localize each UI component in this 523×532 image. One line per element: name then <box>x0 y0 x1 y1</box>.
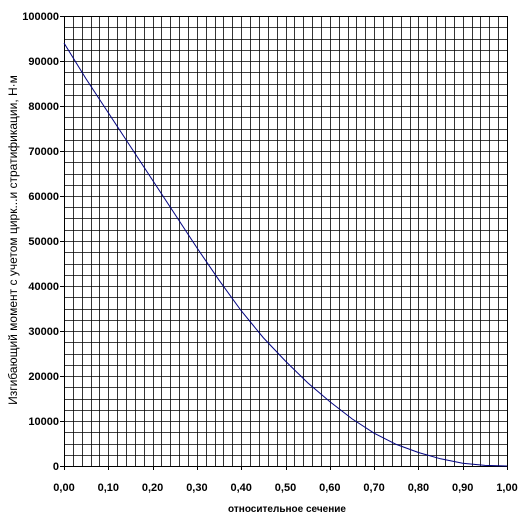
y-tick-label: 90000 <box>28 56 59 68</box>
x-tick-label: 0,30 <box>186 482 207 494</box>
x-tick-label: 0,60 <box>319 482 340 494</box>
y-tick-label: 0 <box>53 461 59 473</box>
y-tick-label: 100000 <box>22 11 59 23</box>
x-tick-labels: 0,00 0,10 0,20 0,30 0,40 0,50 0,60 0,70 0,80 0,90… <box>53 482 517 494</box>
x-tick-label: 0,00 <box>53 482 74 494</box>
y-tick-label: 50000 <box>28 236 59 248</box>
x-tick-label: 0,40 <box>230 482 251 494</box>
y-tick-label: 40000 <box>28 281 59 293</box>
x-tick-label: 0,90 <box>452 482 473 494</box>
grid <box>64 16 508 467</box>
x-tick-label: 0,20 <box>142 482 163 494</box>
y-tick-label: 70000 <box>28 146 59 158</box>
x-tick-label: 0,10 <box>98 482 119 494</box>
y-tick-labels: 0 10000 20000 30000 40000 50000 60000 70000 8000… <box>22 11 59 473</box>
y-tick-label: 30000 <box>28 326 59 338</box>
x-tick-label: 1,00 <box>496 482 517 494</box>
x-tick-label: 0,50 <box>275 482 296 494</box>
y-tick-label: 60000 <box>28 191 59 203</box>
y-axis-title: Изгибающий момент с учетом цирк...и стра… <box>6 75 20 405</box>
y-tick-label: 10000 <box>28 416 59 428</box>
series-layer <box>63 42 508 467</box>
x-axis-title: относительное сечение <box>228 504 346 515</box>
y-tick-label: 80000 <box>28 101 59 113</box>
x-tick-label: 0,80 <box>408 482 429 494</box>
x-tick-label: 0,70 <box>363 482 384 494</box>
series-line <box>63 42 508 467</box>
plot-frame <box>60 16 508 470</box>
y-tick-label: 20000 <box>28 371 59 383</box>
